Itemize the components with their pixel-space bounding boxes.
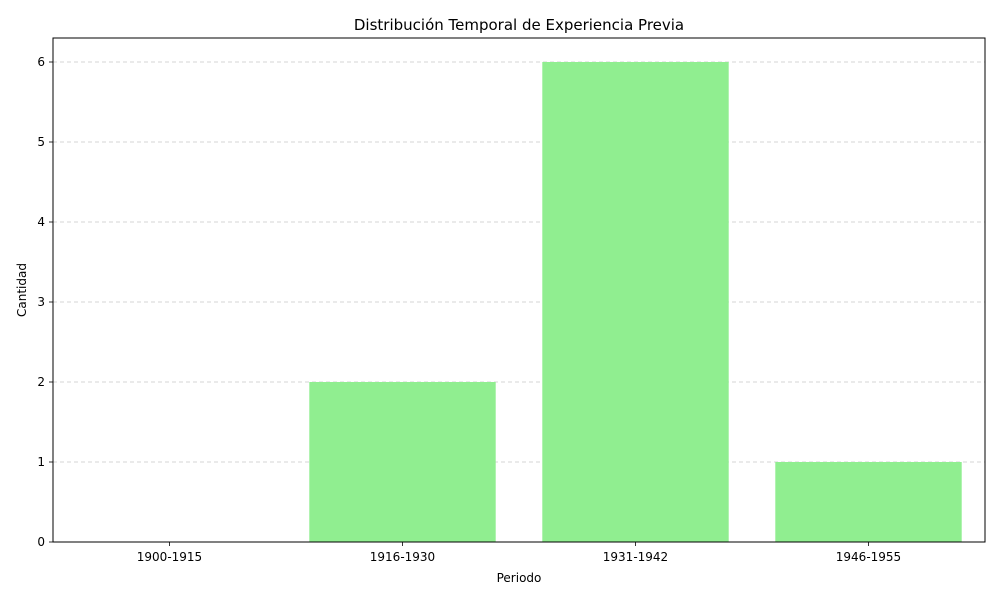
y-axis-ticks: 0 1 2 3 4 5 6 [37,55,53,549]
y-tick-label: 3 [37,295,45,309]
y-tick-label: 6 [37,55,45,69]
bars [309,62,962,542]
x-axis-ticks: 1900-1915 1916-1930 1931-1942 1946-1955 [137,542,901,564]
bar-1916-1930 [309,382,496,542]
y-axis-label: Cantidad [15,263,29,317]
y-tick-label: 5 [37,135,45,149]
x-axis-label: Periodo [497,571,542,585]
x-tick-label: 1946-1955 [836,550,901,564]
y-tick-label: 0 [37,535,45,549]
x-tick-label: 1916-1930 [370,550,435,564]
bar-1946-1955 [775,462,962,542]
x-tick-label: 1931-1942 [603,550,668,564]
plot-frame [52,37,986,543]
grid-lines [53,61,985,463]
chart-title: Distribución Temporal de Experiencia Pre… [354,16,684,34]
y-tick-label: 1 [37,455,45,469]
bar-1931-1942 [542,62,729,542]
y-tick-label: 2 [37,375,45,389]
y-tick-label: 4 [37,215,45,229]
x-tick-label: 1900-1915 [137,550,202,564]
